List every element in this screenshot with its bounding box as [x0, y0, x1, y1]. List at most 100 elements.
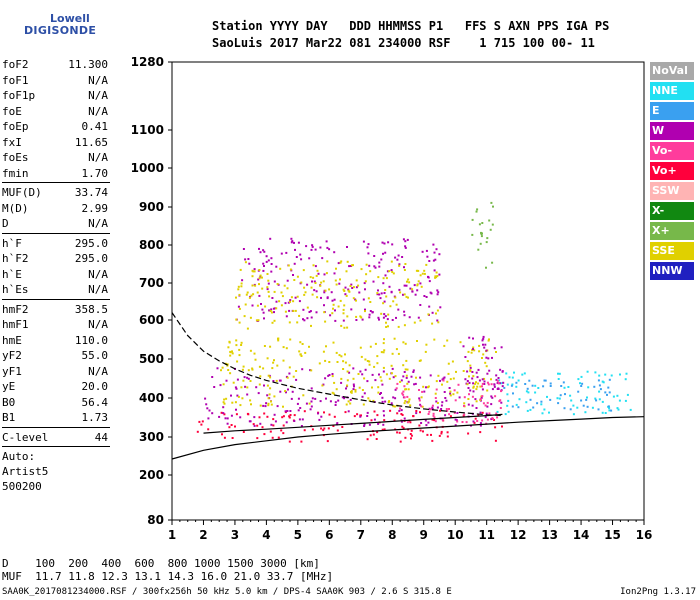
- echo-point: [226, 422, 229, 425]
- echo-point: [472, 337, 474, 340]
- echo-point: [303, 286, 306, 289]
- echo-point: [344, 293, 347, 296]
- echo-point: [557, 378, 560, 380]
- echo-point: [610, 374, 613, 377]
- echo-point: [415, 376, 417, 379]
- echo-point: [365, 263, 368, 266]
- echo-point: [625, 372, 628, 375]
- echo-point: [557, 402, 560, 405]
- echo-point: [263, 433, 266, 436]
- echo-point: [500, 346, 503, 349]
- echo-point: [332, 307, 334, 310]
- echo-point: [211, 412, 214, 415]
- echo-point: [417, 280, 420, 283]
- echo-point: [326, 246, 329, 249]
- echo-point: [485, 365, 488, 368]
- echo-point: [251, 368, 254, 371]
- echo-point: [310, 387, 313, 390]
- echo-point: [347, 400, 350, 403]
- echo-point: [433, 416, 436, 419]
- echo-point: [263, 250, 266, 253]
- echo-point: [529, 398, 532, 401]
- echo-point: [425, 249, 428, 252]
- echo-point: [478, 350, 481, 353]
- echo-point: [300, 425, 303, 427]
- echo-point: [448, 408, 450, 410]
- echo-point: [483, 383, 486, 385]
- echo-point: [415, 412, 418, 415]
- echo-point: [326, 297, 329, 300]
- echo-point: [437, 321, 440, 324]
- echo-point: [576, 406, 579, 409]
- param-key: D: [2, 217, 9, 230]
- echo-point: [373, 410, 376, 413]
- echo-point: [382, 252, 384, 255]
- echo-point: [408, 281, 411, 284]
- echo-point: [481, 222, 484, 224]
- echo-point: [431, 418, 434, 421]
- echo-point: [299, 407, 302, 409]
- echo-point: [490, 383, 493, 386]
- echo-point: [476, 385, 479, 388]
- echo-point: [240, 285, 243, 288]
- echo-point: [384, 274, 387, 277]
- echo-point: [322, 429, 325, 432]
- echo-point: [419, 429, 422, 432]
- echo-point: [563, 407, 566, 410]
- echo-point: [268, 393, 271, 396]
- echo-point: [378, 293, 381, 296]
- echo-point: [334, 404, 337, 406]
- echo-point: [415, 410, 418, 412]
- echo-point: [484, 343, 487, 346]
- echo-point: [404, 245, 407, 248]
- echo-point: [237, 305, 240, 308]
- echo-point: [343, 290, 346, 292]
- echo-point: [374, 379, 377, 382]
- echo-point: [257, 392, 260, 395]
- echo-point: [258, 269, 261, 271]
- echo-point: [253, 268, 256, 271]
- echo-point: [598, 374, 601, 377]
- echo-point: [594, 397, 597, 400]
- echo-point: [397, 352, 400, 355]
- echo-point: [240, 282, 243, 285]
- echo-point: [345, 270, 348, 273]
- echo-point: [330, 291, 333, 294]
- echo-point: [488, 369, 491, 372]
- echo-point: [436, 289, 439, 292]
- echo-point: [476, 420, 479, 422]
- echo-point: [616, 407, 619, 410]
- echo-point: [626, 393, 629, 396]
- echo-point: [377, 316, 380, 319]
- echo-point: [436, 406, 439, 409]
- echo-point: [475, 407, 478, 409]
- echo-point: [282, 415, 285, 418]
- echo-point: [256, 304, 259, 307]
- echo-point: [258, 383, 261, 386]
- echo-point: [396, 258, 399, 261]
- echo-point: [411, 290, 414, 293]
- echo-point: [317, 272, 320, 275]
- echo-point: [267, 397, 270, 400]
- echo-point: [373, 365, 376, 368]
- legend-item-nnw: NNW: [650, 262, 694, 280]
- echo-point: [351, 287, 354, 289]
- x-tick-label: 3: [231, 528, 239, 542]
- echo-point: [455, 370, 457, 373]
- echo-point: [598, 398, 601, 401]
- echo-point: [487, 339, 490, 342]
- echo-point: [412, 415, 415, 418]
- echo-point: [428, 280, 431, 283]
- echo-point: [467, 403, 470, 406]
- echo-point: [395, 387, 398, 390]
- echo-point: [580, 385, 583, 387]
- echo-point: [518, 398, 521, 401]
- echo-point: [418, 389, 420, 391]
- echo-point: [377, 391, 380, 394]
- echo-point: [469, 369, 472, 372]
- echo-point: [381, 428, 384, 431]
- echo-point: [511, 405, 514, 408]
- echo-point: [320, 281, 323, 284]
- echo-point: [438, 253, 441, 256]
- echo-point: [366, 360, 369, 362]
